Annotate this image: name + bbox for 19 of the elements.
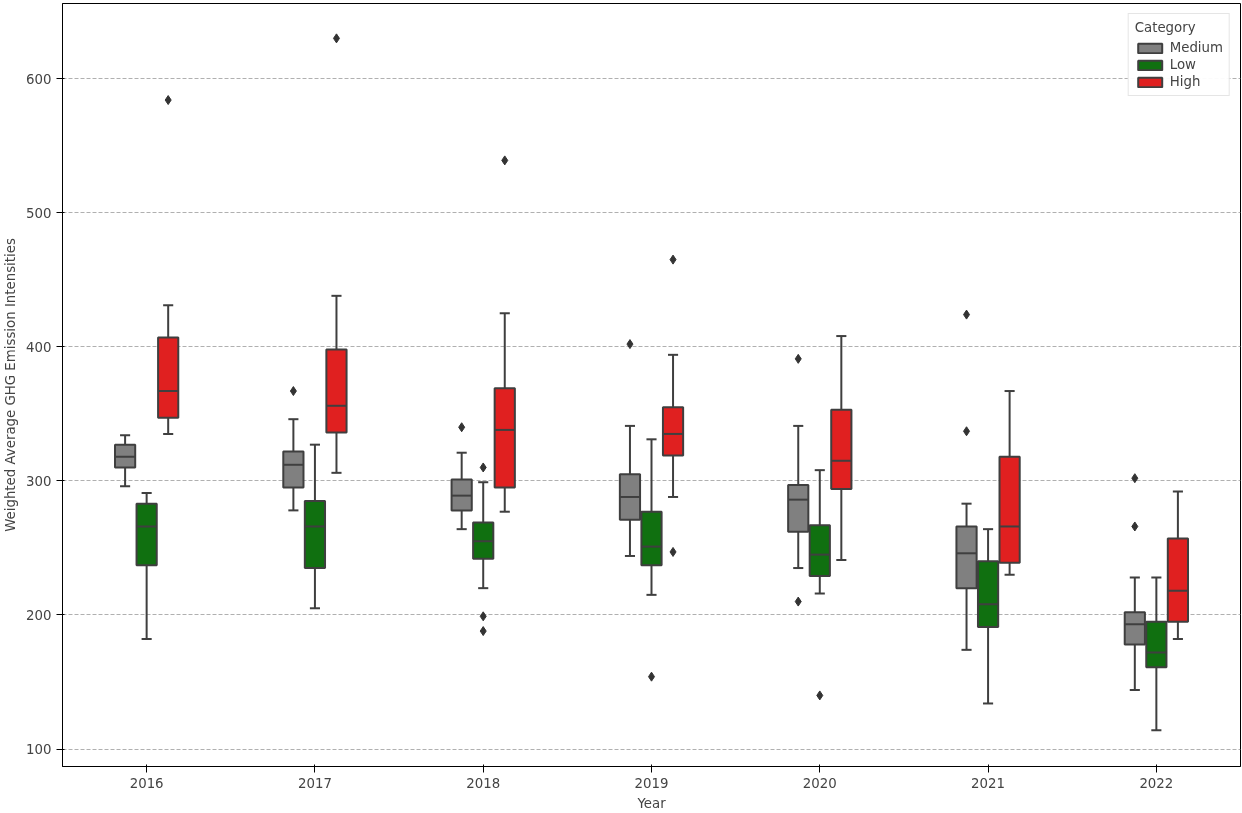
- x-axis-title: Year: [636, 795, 667, 811]
- y-axis-title: Weighted Average GHG Emission Intensities: [3, 238, 19, 532]
- x-tick-label: 2021: [971, 775, 1006, 791]
- legend-label: Medium: [1169, 40, 1223, 55]
- x-tick-label: 2022: [1139, 775, 1174, 791]
- x-tick-label: 2018: [466, 775, 501, 791]
- legend-label: Low: [1169, 57, 1196, 72]
- x-tick-label: 2017: [297, 775, 332, 791]
- legend-label: High: [1169, 74, 1201, 89]
- legend-title: Category: [1134, 20, 1197, 35]
- y-tick-label: 100: [26, 742, 52, 758]
- y-tick-label: 400: [26, 339, 52, 355]
- x-tick-label: 2019: [634, 775, 669, 791]
- y-tick-label: 300: [26, 473, 52, 489]
- y-tick-label: 600: [26, 71, 52, 87]
- y-tick-label: 500: [26, 205, 52, 221]
- x-tick-label: 2016: [129, 775, 164, 791]
- y-tick-label: 200: [26, 607, 52, 623]
- x-tick-label: 2020: [802, 775, 837, 791]
